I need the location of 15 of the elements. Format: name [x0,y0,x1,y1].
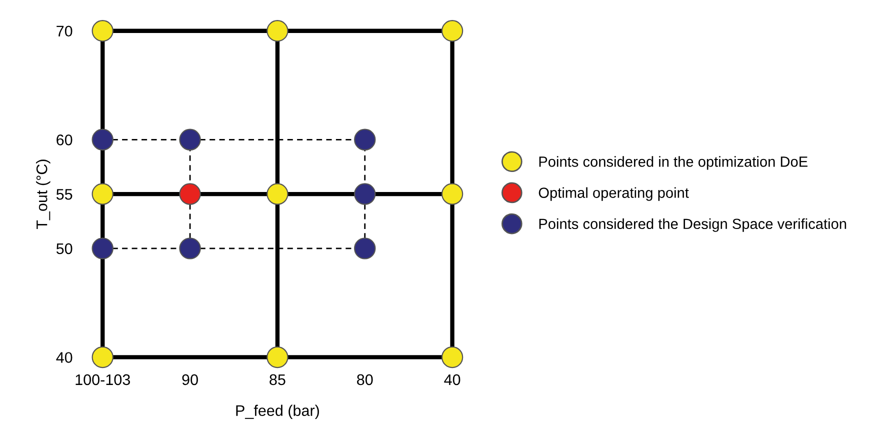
x-tick-label: 80 [357,374,373,386]
x-tick-label: 40 [444,374,460,386]
x-axis-title: P_feed (bar) [236,404,319,420]
legend-label: Points considered in the optimization DoE [539,156,808,170]
x-tick-label: 100-103 [76,374,130,386]
x-tick-label: 90 [182,374,198,386]
y-tick-label: 50 [56,243,72,254]
legend-label: Points considered the Design Space verification [539,218,846,232]
x-tick-label: 85 [270,374,286,386]
y-tick-label: 55 [56,189,72,200]
legend-label: Optimal operating point [538,187,689,201]
y-axis-title: T_out (°C) [36,160,50,230]
y-tick-label: 70 [56,26,72,37]
y-tick-label: 60 [56,134,72,146]
y-tick-label: 40 [56,352,72,363]
